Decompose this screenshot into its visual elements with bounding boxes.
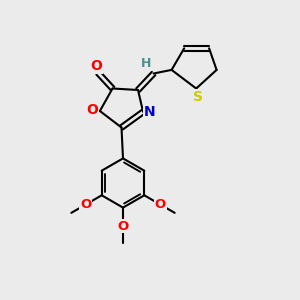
Text: S: S [193, 90, 203, 104]
Text: O: O [117, 220, 129, 233]
Text: O: O [155, 198, 166, 211]
Text: O: O [80, 198, 91, 211]
Text: H: H [141, 57, 151, 70]
Text: O: O [86, 103, 98, 116]
Text: N: N [144, 105, 155, 119]
Text: O: O [91, 59, 103, 73]
